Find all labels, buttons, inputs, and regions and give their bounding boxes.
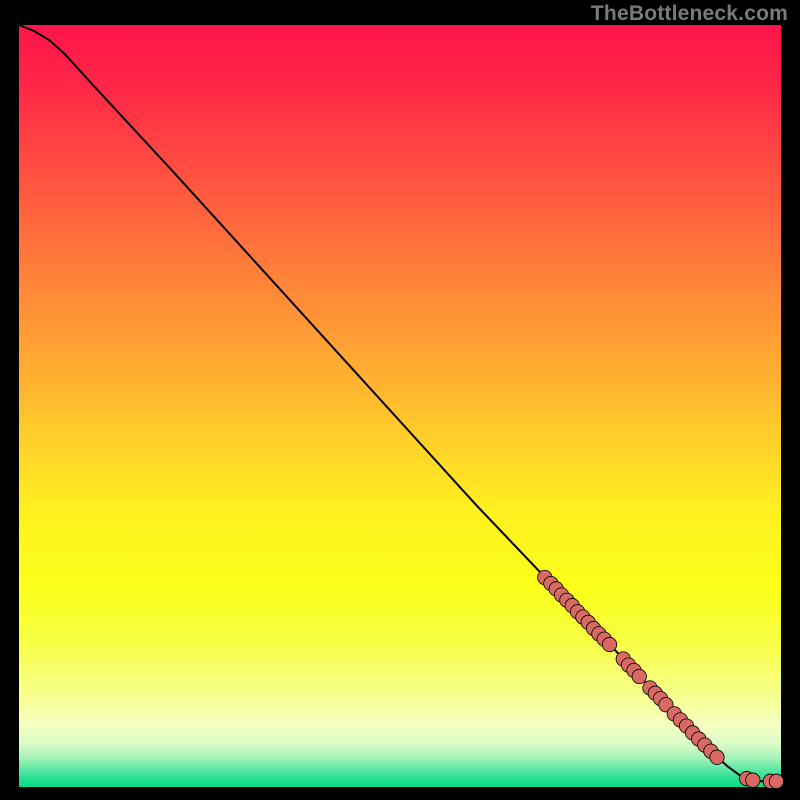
curve-marker — [710, 750, 724, 764]
curve-marker — [602, 637, 616, 651]
curve-marker — [746, 773, 760, 787]
curve-marker — [769, 774, 783, 788]
bottleneck-chart — [0, 0, 800, 800]
curve-marker — [632, 669, 646, 683]
plot-background — [19, 25, 781, 787]
chart-stage: TheBottleneck.com — [0, 0, 800, 800]
